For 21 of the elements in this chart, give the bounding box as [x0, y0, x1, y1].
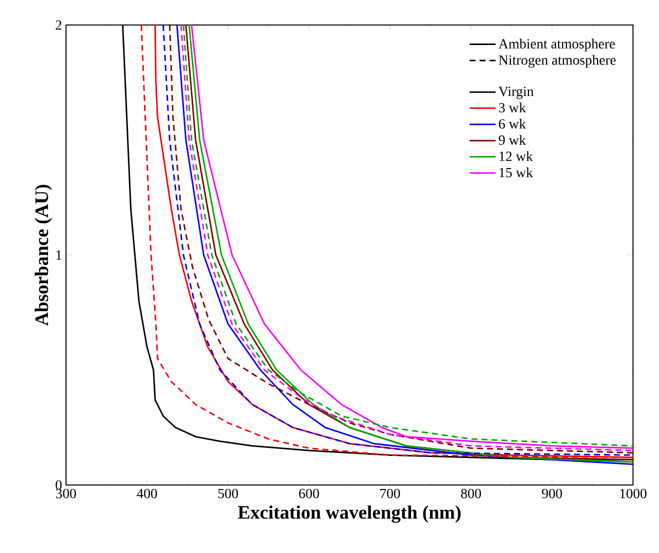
legend-label: 9 wk — [498, 134, 526, 145]
legend-label: 12 wk — [500, 151, 533, 162]
x-tick-label: 800 — [461, 488, 481, 498]
legend-label: 3 wk — [499, 102, 526, 112]
x-tick-label: 700 — [380, 488, 400, 498]
y-tick-label: 1 — [56, 250, 62, 260]
legend-label: 6 wk — [498, 118, 526, 129]
x-axis-title: Excitation wavelength (nm) — [238, 505, 461, 523]
x-tick-label: 900 — [542, 488, 562, 498]
legend-label: Ambient atmosphere — [498, 38, 615, 52]
legend-label: 15 wk — [500, 167, 533, 178]
x-tick-label: 400 — [136, 488, 157, 498]
y-axis-title: Absorbance (AU) — [34, 184, 52, 326]
y-tick-label: 0 — [56, 480, 62, 490]
legend-label: Virgin — [498, 86, 534, 100]
y-tick-label: 2 — [56, 20, 62, 30]
x-tick-label: 600 — [299, 488, 319, 498]
x-tick-label: 300 — [56, 488, 76, 498]
legend-label: Nitrogen atmosphere — [498, 54, 616, 68]
x-tick-label: 500 — [218, 488, 238, 498]
x-tick-label: 1000 — [620, 488, 646, 498]
